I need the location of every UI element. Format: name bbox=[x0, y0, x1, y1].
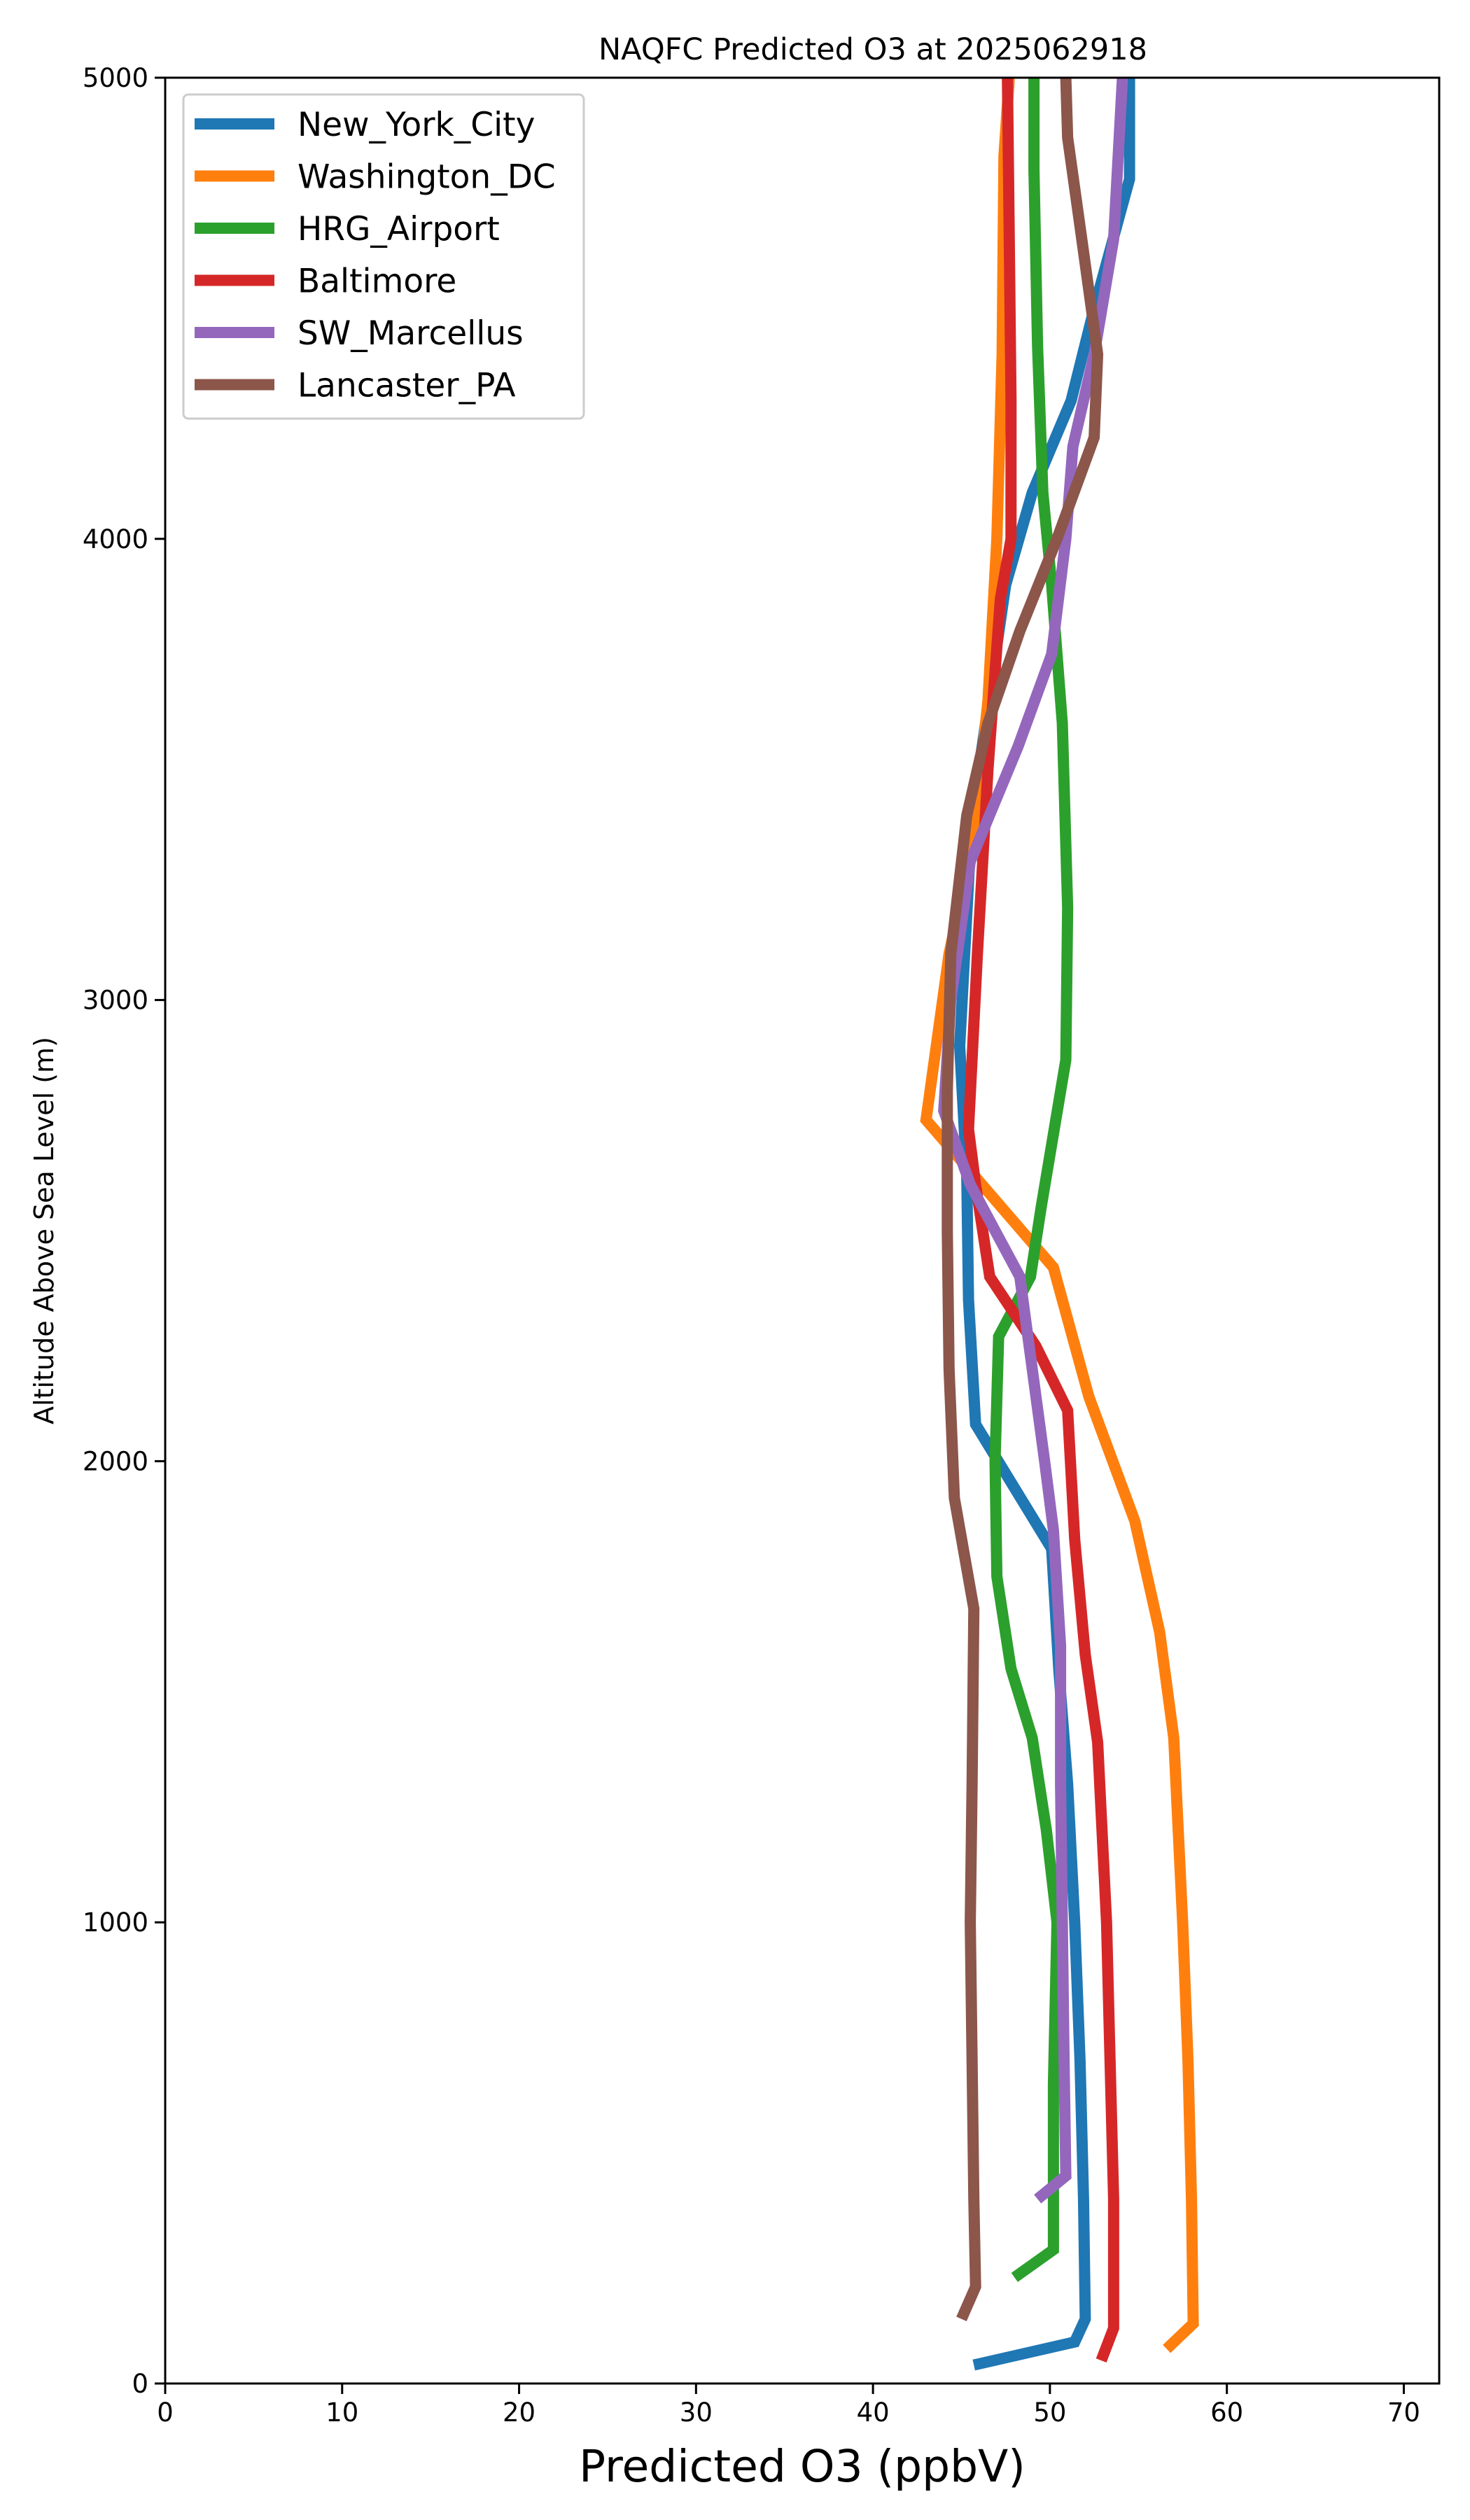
series-line-sw-marcellus bbox=[938, 77, 1128, 2204]
y-tick-label: 5000 bbox=[83, 63, 148, 93]
series-line-lancaster-pa bbox=[941, 77, 1104, 2322]
series-line-new-york-city bbox=[953, 78, 1135, 2371]
y-tick-label: 0 bbox=[132, 2369, 148, 2399]
series-line-hrg-airport bbox=[989, 78, 1074, 2283]
x-tick-label: 50 bbox=[1033, 2398, 1066, 2428]
legend-label-baltimore: Baltimore bbox=[298, 262, 456, 301]
y-tick-label: 4000 bbox=[83, 524, 148, 554]
x-tick-label: 0 bbox=[157, 2398, 174, 2428]
x-tick-label: 10 bbox=[326, 2398, 358, 2428]
x-tick-label: 60 bbox=[1210, 2398, 1243, 2428]
y-axis-label: Altitude Above Sea Level (m) bbox=[29, 1037, 59, 1424]
y-tick-label: 1000 bbox=[83, 1907, 148, 1938]
legend-label-sw-marcellus: SW_Marcellus bbox=[298, 314, 524, 353]
legend-box bbox=[182, 93, 585, 420]
series-line-baltimore bbox=[962, 77, 1119, 2362]
legend-label-new-york-city: New_York_City bbox=[298, 106, 535, 144]
x-tick-label: 70 bbox=[1387, 2398, 1420, 2428]
y-axis: 0 1000 2000 3000 4000 5000 bbox=[83, 63, 165, 2399]
x-tick-label: 20 bbox=[503, 2398, 536, 2428]
x-axis: 0 10 20 30 40 50 60 70 bbox=[157, 2384, 1420, 2428]
series-line-washington-dc bbox=[920, 77, 1199, 2353]
y-tick-label: 3000 bbox=[83, 986, 148, 1016]
chart-title: NAQFC Predicted O3 at 2025062918 bbox=[598, 32, 1147, 67]
legend-label-hrg-airport: HRG_Airport bbox=[298, 210, 500, 248]
x-tick-label: 30 bbox=[680, 2398, 713, 2428]
legend-label-lancaster-pa: Lancaster_PA bbox=[298, 367, 516, 405]
y-tick-label: 2000 bbox=[83, 1446, 148, 1476]
x-tick-label: 40 bbox=[857, 2398, 890, 2428]
legend: New_York_City Washington_DC HRG_Airport Bal… bbox=[182, 93, 585, 420]
legend-label-washington-dc: Washington_DC bbox=[298, 158, 556, 197]
series-layer bbox=[920, 77, 1199, 2371]
x-axis-label: Predicted O3 (ppbV) bbox=[579, 2441, 1026, 2492]
plot-frame bbox=[164, 76, 1441, 2385]
